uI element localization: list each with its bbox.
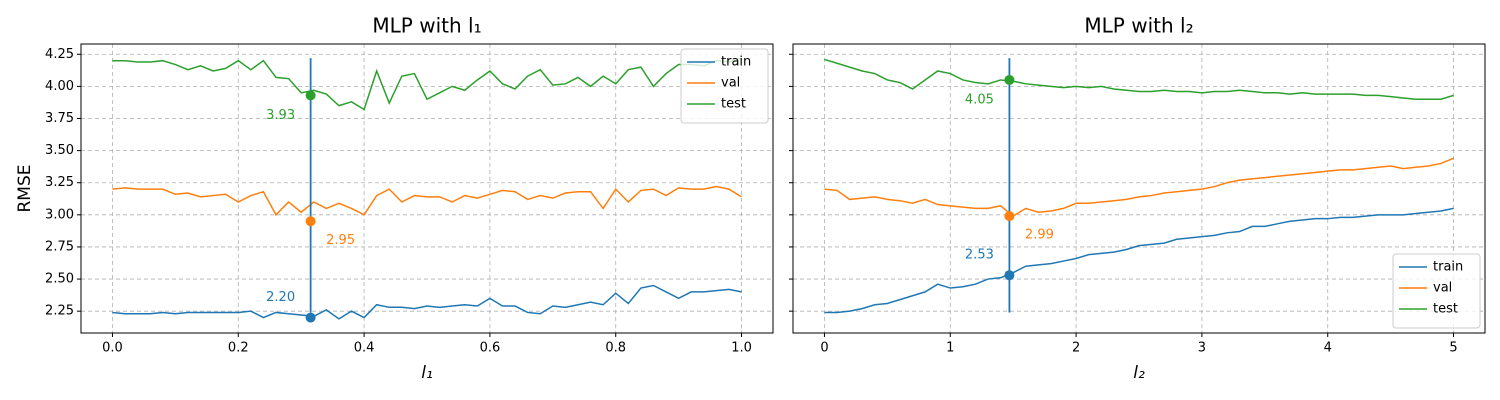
x-axis-label: l₂ xyxy=(1133,363,1145,383)
best-label: 2.99 xyxy=(1025,228,1054,243)
best-marker xyxy=(1004,74,1015,85)
axes-frame xyxy=(80,43,774,334)
y-tick-label: 4.25 xyxy=(45,47,74,62)
legend-label: test xyxy=(721,97,746,112)
line-series xyxy=(824,157,1454,218)
legend-label: val xyxy=(721,76,740,91)
legend-label: test xyxy=(1433,302,1458,317)
best-label: 2.95 xyxy=(326,233,355,248)
y-tick-label: 2.50 xyxy=(45,272,74,287)
x-tick-label: 0.2 xyxy=(228,341,249,356)
x-tick-label: 1 xyxy=(946,341,954,356)
x-tick-label: 0.8 xyxy=(605,341,626,356)
best-marker xyxy=(305,312,316,323)
best-marker xyxy=(305,216,316,227)
best-label: 2.53 xyxy=(965,248,994,263)
axes-frame xyxy=(792,43,1486,334)
y-tick-label: 2.25 xyxy=(45,304,74,319)
legend-label: train xyxy=(721,55,751,70)
best-label: 2.20 xyxy=(266,290,295,305)
best-marker xyxy=(1004,211,1015,222)
x-tick-label: 2 xyxy=(1072,341,1080,356)
line-series xyxy=(824,207,1454,314)
y-tick-label: 4.00 xyxy=(45,79,74,94)
best-marker xyxy=(1004,270,1015,281)
line-series xyxy=(112,57,742,111)
line-series xyxy=(112,185,742,217)
best-label: 4.05 xyxy=(965,92,994,107)
y-tick-label: 3.50 xyxy=(45,143,74,158)
legend-label: val xyxy=(1433,281,1452,296)
legend-label: train xyxy=(1433,260,1463,275)
x-tick-label: 0.6 xyxy=(480,341,501,356)
x-tick-label: 4 xyxy=(1324,341,1332,356)
x-tick-label: 0.4 xyxy=(354,341,375,356)
x-tick-label: 1.0 xyxy=(731,341,752,356)
chart-title: MLP with l₂ xyxy=(1084,14,1193,38)
line-series xyxy=(824,58,1454,100)
y-axis-label: RMSE xyxy=(15,164,35,212)
x-axis-label: l₁ xyxy=(421,363,433,383)
x-tick-label: 5 xyxy=(1449,341,1457,356)
best-label: 3.93 xyxy=(266,108,295,123)
line-series xyxy=(112,284,742,320)
y-tick-label: 3.00 xyxy=(45,207,74,222)
x-tick-label: 0.0 xyxy=(102,341,123,356)
best-marker xyxy=(305,90,316,101)
x-tick-label: 3 xyxy=(1198,341,1206,356)
y-tick-label: 2.75 xyxy=(45,239,74,254)
x-tick-label: 0 xyxy=(820,341,828,356)
y-tick-label: 3.75 xyxy=(45,111,74,126)
chart-title: MLP with l₁ xyxy=(372,14,481,38)
y-tick-label: 3.25 xyxy=(45,175,74,190)
